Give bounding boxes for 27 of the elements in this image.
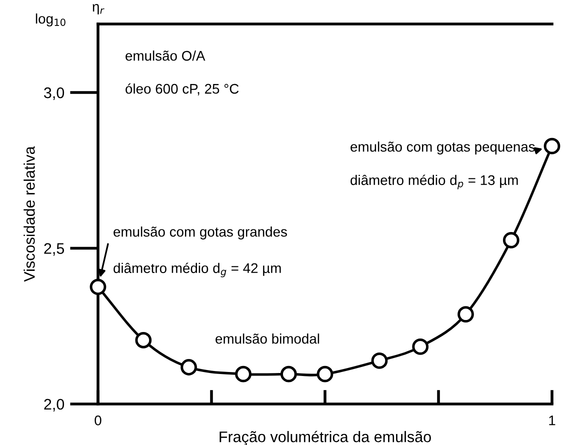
y-axis-title: Viscosidade relativa (24, 146, 35, 282)
annotation: emulsão O/A (126, 50, 206, 61)
annotation: emulsão bimodal (216, 334, 320, 344)
point (412, 338, 429, 355)
text: η$_{r}$ (92, 4, 104, 14)
point (135, 332, 152, 348)
point (502, 232, 520, 248)
x-tick-label: 0 (94, 415, 102, 426)
point (90, 278, 106, 296)
point (235, 366, 252, 382)
point (316, 366, 334, 382)
y-tick-label: 2,5 (44, 243, 64, 256)
point (458, 306, 474, 322)
point (280, 366, 297, 382)
point (544, 138, 560, 154)
y-tick-label: 3,0 (44, 87, 64, 100)
y-tick-label: 2,0 (44, 398, 64, 412)
annotation: emulsão com gotas pequenas (350, 142, 535, 154)
x-tick-label: 1 (549, 416, 556, 426)
point (180, 359, 197, 376)
annotation: diâmetro médio d$_{g}$ = 42 µm (114, 262, 281, 278)
x-axis-title: Fração volumétrica da emulsão (220, 430, 431, 445)
annotation: emulsão com gotas grandes (114, 226, 287, 240)
point (371, 352, 388, 369)
text: log$_{10}$ (36, 13, 66, 26)
annotation: óleo 600 cP, 25 °C (126, 83, 239, 96)
annotation: diâmetro médio d$_{p}$ = 13 µm (350, 174, 518, 190)
